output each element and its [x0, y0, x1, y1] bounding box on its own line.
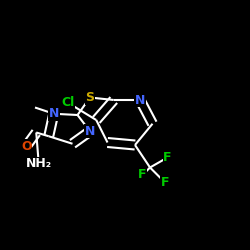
Text: N: N [48, 107, 59, 120]
Text: Cl: Cl [61, 96, 74, 109]
Text: F: F [161, 176, 169, 189]
Text: NH₂: NH₂ [26, 157, 52, 170]
Text: N: N [135, 94, 145, 106]
Text: O: O [21, 140, 32, 153]
Text: F: F [138, 168, 147, 181]
Text: F: F [163, 151, 172, 164]
Text: S: S [86, 91, 94, 104]
Text: N: N [85, 125, 95, 138]
